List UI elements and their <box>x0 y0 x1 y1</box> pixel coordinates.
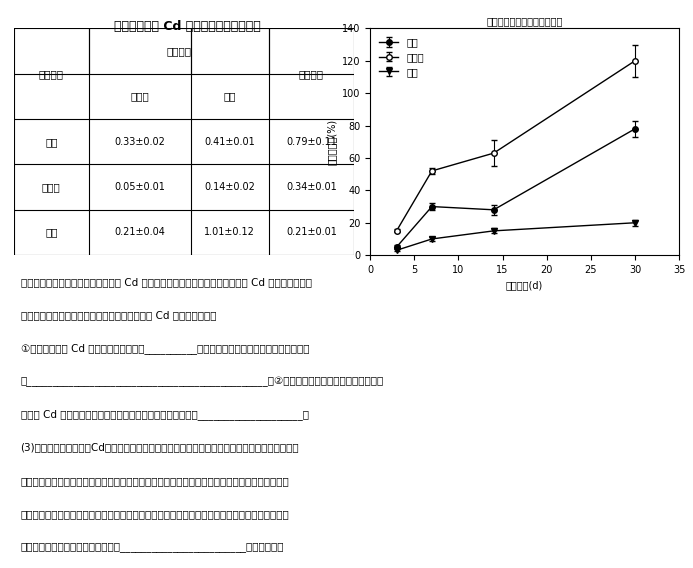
Text: 的迁移能力（富集系数和迁移系数越高，淤泥中 Cd 的残留量越少）: 的迁移能力（富集系数和迁移系数越高，淤泥中 Cd 的残留量越少） <box>21 310 216 320</box>
Text: 大量繁殖，使水下的光照强度很弱，影响了沉水植物的扩张或恢复。料研人员尝试利用白虾改善水: 大量繁殖，使水下的光照强度很弱，影响了沉水植物的扩张或恢复。料研人员尝试利用白虾… <box>21 476 289 486</box>
Text: 注：富集系数是指沉水植物对底泥中 Cd 的富集能力；迁移系数是指沉水植物对 Cd 由底泥向地上部: 注：富集系数是指沉水植物对底泥中 Cd 的富集能力；迁移系数是指沉水植物对 Cd… <box>21 277 312 287</box>
Text: 0.21±0.01: 0.21±0.01 <box>286 227 337 237</box>
Text: 0.34±0.01: 0.34±0.01 <box>286 182 337 192</box>
Text: 菹草: 菹草 <box>45 227 58 237</box>
Text: 黑藻: 黑藻 <box>45 137 58 147</box>
Text: 是______________________________________________。②科研人员最终认为黑藻是最适合修复: 是_______________________________________… <box>21 376 384 387</box>
Text: ①三种植物中对 Cd 的耐受能力最强的是__________，由表中富集系数的数据可以得出的结论: ①三种植物中对 Cd 的耐受能力最强的是__________，由表中富集系数的数… <box>21 343 309 354</box>
Text: 0.05±0.01: 0.05±0.01 <box>114 182 165 192</box>
Text: 富集系数: 富集系数 <box>166 46 191 56</box>
Text: (3)利用黑藻修复白洋淀Cd污染水体的过程中出现这样一个问题，就是蓝细菌和绿藻等浮游生物的: (3)利用黑藻修复白洋淀Cd污染水体的过程中出现这样一个问题，就是蓝细菌和绿藻等… <box>21 442 299 453</box>
Text: 沉水植物: 沉水植物 <box>39 69 64 79</box>
Title: 三种沉水植物随时间生长情况: 三种沉水植物随时间生长情况 <box>486 16 563 26</box>
Text: 0.79±0.11: 0.79±0.11 <box>286 137 337 147</box>
Text: 实际操作过程中，还应考虑的因素有________________________（答两点）。: 实际操作过程中，还应考虑的因素有________________________… <box>21 542 284 552</box>
Legend: 黑藻, 狐尾藻, 菹草: 黑藻, 狐尾藻, 菹草 <box>375 34 428 81</box>
Text: 0.14±0.02: 0.14±0.02 <box>204 182 255 192</box>
Text: 1.01±0.12: 1.01±0.12 <box>204 227 255 237</box>
Text: 三种沉水植物 Cd 的富集系数和迁移系数: 三种沉水植物 Cd 的富集系数和迁移系数 <box>114 20 261 33</box>
Y-axis label: 植株生长率(%): 植株生长率(%) <box>326 119 336 165</box>
X-axis label: 培养时间(d): 培养时间(d) <box>506 281 543 290</box>
Text: 白洋淀 Cd 污染水体的沉水植物，他们做出这样判断的依据是____________________。: 白洋淀 Cd 污染水体的沉水植物，他们做出这样判断的依据是___________… <box>21 410 308 420</box>
Text: 0.21±0.04: 0.21±0.04 <box>114 227 165 237</box>
Text: 狐尾藻: 狐尾藻 <box>42 182 60 192</box>
Text: 体光照条件，经研究发现向白洋淀中投放白虾也能起到治理水体富营养化和生态修复的作用，但在: 体光照条件，经研究发现向白洋淀中投放白虾也能起到治理水体富营养化和生态修复的作用… <box>21 509 289 519</box>
Text: 0.41±0.01: 0.41±0.01 <box>204 137 255 147</box>
Text: 0.33±0.02: 0.33±0.02 <box>114 137 165 147</box>
Text: 根部: 根部 <box>224 91 236 102</box>
Text: 地上部: 地上部 <box>130 91 149 102</box>
Text: 迁移系数: 迁移系数 <box>299 69 324 79</box>
